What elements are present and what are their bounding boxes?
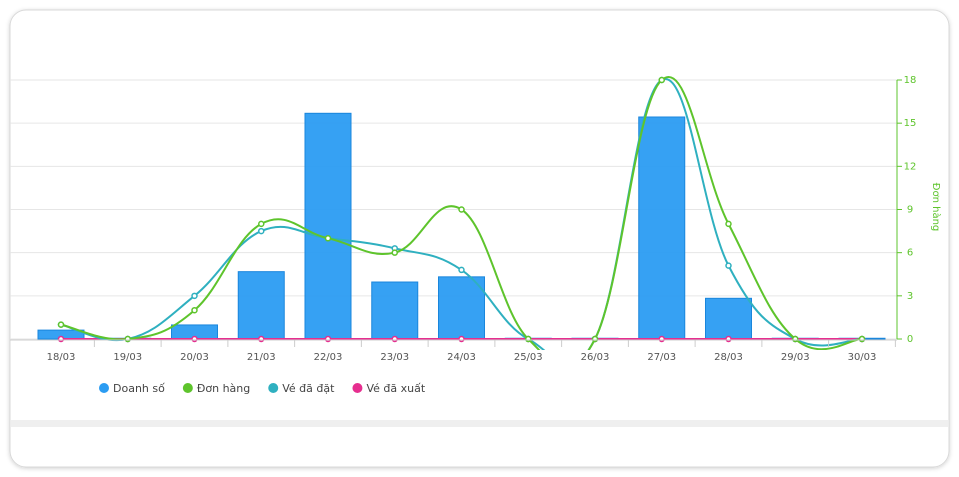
point xyxy=(124,335,131,343)
point xyxy=(191,292,198,300)
x-tick-label: 26/03 xyxy=(581,352,610,363)
point xyxy=(324,335,332,343)
point xyxy=(658,76,665,84)
bar xyxy=(304,112,352,340)
point xyxy=(591,335,599,343)
x-tick-label: 22/03 xyxy=(314,352,343,363)
x-tick-label: 25/03 xyxy=(514,352,543,363)
point xyxy=(258,227,265,235)
y2-tick-label: 9 xyxy=(907,205,913,216)
line xyxy=(60,78,863,350)
divider xyxy=(11,420,948,427)
bar xyxy=(438,276,485,340)
point xyxy=(324,235,332,242)
card xyxy=(9,9,950,468)
legend-marker xyxy=(182,383,193,393)
x-tick-label: 23/03 xyxy=(380,352,409,363)
x-tick-label: 30/03 xyxy=(848,352,877,363)
legend-marker xyxy=(352,383,363,393)
legend-marker xyxy=(268,383,279,393)
point xyxy=(391,335,398,343)
bar xyxy=(237,271,285,340)
point xyxy=(458,335,465,343)
x-tick-label: 28/03 xyxy=(714,352,743,363)
y2-axis-title: Đơn hàng xyxy=(930,183,942,232)
y2-tick-label: 18 xyxy=(904,75,917,86)
point xyxy=(725,220,732,228)
y2-tick-label: 0 xyxy=(907,334,913,345)
x-tick-label: 24/03 xyxy=(447,352,476,363)
point xyxy=(391,249,398,256)
legend-label: Vé đã xuất xyxy=(366,382,425,395)
x-tick-label: 29/03 xyxy=(781,352,810,363)
x-tick-label: 18/03 xyxy=(47,352,76,363)
x-tick-label: 27/03 xyxy=(647,352,676,363)
point xyxy=(725,262,732,269)
y2-tick-label: 12 xyxy=(904,161,917,172)
x-tick-label: 20/03 xyxy=(180,352,209,363)
x-tick-label: 19/03 xyxy=(113,352,142,363)
point xyxy=(792,335,799,343)
point xyxy=(658,335,665,343)
legend-marker xyxy=(99,383,109,393)
point xyxy=(258,335,265,343)
point xyxy=(258,220,265,228)
bar xyxy=(638,116,686,340)
bar xyxy=(371,281,419,340)
point xyxy=(525,335,532,343)
point xyxy=(191,306,198,314)
legend-label: Vé đã đặt xyxy=(282,382,335,395)
point xyxy=(858,335,866,343)
y2-tick-label: 3 xyxy=(907,291,913,302)
legend-label: Doanh số xyxy=(113,382,165,395)
point xyxy=(458,206,465,213)
x-tick-label: 21/03 xyxy=(247,352,276,363)
point xyxy=(57,321,65,328)
point xyxy=(57,335,65,343)
y2-tick-label: 6 xyxy=(907,248,913,259)
point xyxy=(725,335,732,343)
legend-label: Đơn hàng xyxy=(197,382,250,395)
point xyxy=(458,266,465,274)
y2-tick-label: 15 xyxy=(904,118,917,129)
bar xyxy=(705,297,752,340)
point xyxy=(191,335,198,343)
